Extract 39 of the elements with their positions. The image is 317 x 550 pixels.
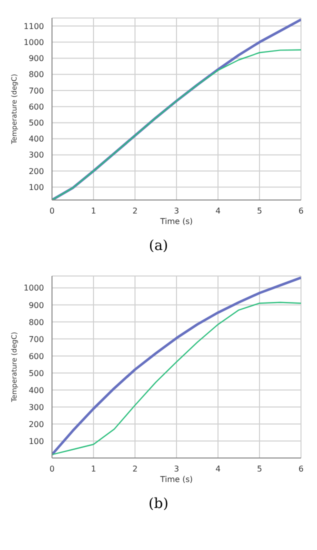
y-tick-label: 1000 <box>24 38 44 47</box>
y-tick-label: 300 <box>28 402 44 412</box>
y-tick-label: 300 <box>28 150 44 160</box>
x-tick-label: 6 <box>298 464 304 474</box>
y-tick-label: 500 <box>28 118 44 128</box>
y-tick-label: 100 <box>28 182 44 192</box>
y-tick-label: 400 <box>28 386 44 395</box>
x-tick-label: 2 <box>132 206 138 216</box>
y-tick-label: 800 <box>28 70 44 80</box>
x-axis-title: Time (s) <box>159 217 193 226</box>
y-tick-label: 800 <box>28 318 44 327</box>
x-tick-label: 4 <box>215 206 221 216</box>
y-tick-label: 600 <box>28 102 44 112</box>
y-tick-label: 1100 <box>24 22 44 31</box>
y-tick-label: 700 <box>28 86 44 96</box>
x-tick-label: 3 <box>174 206 180 216</box>
text: (b) <box>148 496 170 512</box>
x-tick-label: 0 <box>49 464 55 474</box>
x-tick-label: 1 <box>90 464 96 474</box>
y-tick-label: 600 <box>28 352 44 361</box>
text: (a) <box>148 238 170 254</box>
x-tick-label: 5 <box>256 206 262 216</box>
y-tick-label: 900 <box>28 300 44 310</box>
y-tick-label: 1000 <box>24 284 44 293</box>
x-tick-label: 5 <box>256 464 262 474</box>
x-tick-label: 2 <box>132 464 138 474</box>
y-tick-label: 500 <box>28 368 44 378</box>
y-tick-label: 200 <box>28 420 44 429</box>
y-tick-label: 900 <box>28 54 44 64</box>
y-tick-label: 100 <box>28 436 44 446</box>
x-tick-label: 3 <box>174 464 180 474</box>
x-tick-label: 4 <box>215 464 221 474</box>
x-tick-label: 6 <box>298 206 304 216</box>
x-axis-title: Time (s) <box>159 475 193 484</box>
x-tick-label: 0 <box>49 206 55 216</box>
y-tick-label: 400 <box>28 134 44 144</box>
y-tick-label: 200 <box>28 166 44 176</box>
x-tick-label: 1 <box>90 206 96 216</box>
y-tick-label: 700 <box>28 334 44 344</box>
